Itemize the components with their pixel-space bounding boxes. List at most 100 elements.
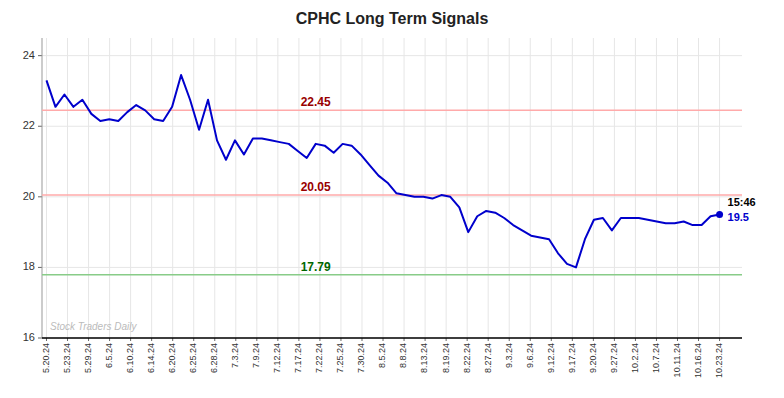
end-point [716, 211, 723, 218]
x-tick-label: 9.20.24 [588, 343, 598, 373]
y-tick [38, 55, 42, 56]
reference-label: 17.79 [301, 260, 331, 274]
x-grid-line [551, 38, 552, 338]
y-tick-label: 18 [23, 260, 35, 272]
value-labels: 19.5 [728, 211, 749, 223]
x-grid-line [404, 38, 405, 338]
y-axis-line [42, 38, 43, 338]
x-grid-line [677, 38, 678, 338]
x-tick-label: 7.30.24 [356, 343, 366, 373]
x-tick-label: 7.3.24 [230, 343, 240, 368]
value-label: 19.5 [728, 211, 749, 223]
x-grid-line [446, 38, 447, 338]
y-tick [38, 267, 42, 268]
x-tick-label: 7.17.24 [293, 343, 303, 373]
x-tick-label: 8.19.24 [441, 343, 451, 373]
x-tick-label: 10.23.24 [714, 343, 724, 378]
x-tick-label: 10.16.24 [693, 343, 703, 378]
y-grid-line [42, 338, 742, 339]
y-tick [38, 196, 42, 197]
y-tick-label: 22 [23, 119, 35, 131]
x-tick-label: 9.6.24 [525, 343, 535, 368]
grid [42, 38, 742, 338]
x-tick-label: 9.12.24 [546, 343, 556, 373]
x-tick-label: 7.9.24 [251, 343, 261, 368]
x-grid-line [67, 38, 68, 338]
x-axis-line [42, 337, 742, 339]
x-tick-label: 7.25.24 [335, 343, 345, 373]
x-grid-line [509, 38, 510, 338]
x-tick-label: 9.27.24 [609, 343, 619, 373]
x-grid-line [530, 38, 531, 338]
x-grid-line [277, 38, 278, 338]
y-grid-line [42, 196, 742, 197]
x-grid-line [235, 38, 236, 338]
chart: CPHC Long Term Signals16182022245.20.245… [0, 0, 784, 398]
x-grid-line [109, 38, 110, 338]
x-grid-line [383, 38, 384, 338]
x-grid-line [361, 38, 362, 338]
x-grid-line [614, 38, 615, 338]
x-tick-label: 9.3.24 [504, 343, 514, 368]
x-tick-label: 8.5.24 [377, 343, 387, 368]
x-grid-line [256, 38, 257, 338]
series [46, 75, 723, 267]
x-tick-label: 7.22.24 [314, 343, 324, 373]
x-tick-label: 5.29.24 [83, 343, 93, 373]
x-tick-label: 9.17.24 [567, 343, 577, 373]
x-grid-line [656, 38, 657, 338]
x-grid-line [172, 38, 173, 338]
x-tick-label: 8.22.24 [462, 343, 472, 373]
x-tick-label: 6.28.24 [209, 343, 219, 373]
x-grid-line [340, 38, 341, 338]
x-grid-line [593, 38, 594, 338]
time-annotation: 15:46 [728, 196, 756, 208]
x-tick-label: 10.2.24 [630, 343, 640, 373]
reference-labels: 22.45 20.05 17.79 [301, 95, 331, 273]
y-tick [38, 126, 42, 127]
watermark: Stock Traders Daily [50, 321, 138, 332]
x-tick-label: 6.20.24 [167, 343, 177, 373]
x-grid-line [298, 38, 299, 338]
title: CPHC Long Term Signals [296, 10, 489, 27]
price-line [46, 75, 719, 267]
x-grid-line [488, 38, 489, 338]
x-axis: 5.20.24 5.23.24 5.29.24 6.5.24 6.10.24 6.14.2… [41, 338, 724, 378]
reference-lines [42, 110, 742, 274]
x-tick-label: 8.13.24 [419, 343, 429, 373]
annotations: 15:46 Stock Traders Daily [50, 196, 756, 332]
y-tick-label: 20 [23, 190, 35, 202]
x-tick-label: 8.27.24 [483, 343, 493, 373]
x-tick-label: 7.12.24 [272, 343, 282, 373]
reference-label: 22.45 [301, 95, 331, 109]
x-tick-label: 6.25.24 [188, 343, 198, 373]
y-grid-line [42, 267, 742, 268]
y-tick-label: 16 [23, 331, 35, 343]
reference-label: 20.05 [301, 180, 331, 194]
x-grid-line [130, 38, 131, 338]
y-grid-line [42, 55, 742, 56]
x-tick-label: 5.23.24 [62, 343, 72, 373]
x-grid-line [635, 38, 636, 338]
x-grid-line [467, 38, 468, 338]
x-grid-line [193, 38, 194, 338]
x-tick-label: 5.20.24 [41, 343, 51, 373]
x-tick-label: 8.8.24 [398, 343, 408, 368]
x-tick-label: 10.7.24 [651, 343, 661, 373]
y-grid-line [42, 126, 742, 127]
x-grid-line [698, 38, 699, 338]
x-tick-label: 10.11.24 [672, 343, 682, 377]
x-tick-label: 6.10.24 [125, 343, 135, 373]
x-grid-line [719, 38, 720, 338]
reference-line [42, 274, 742, 276]
x-grid-line [425, 38, 426, 338]
y-tick-label: 24 [23, 49, 35, 61]
y-axis: 16 18 20 22 24 [23, 38, 42, 343]
x-tick-label: 6.14.24 [146, 343, 156, 373]
y-tick [38, 338, 42, 339]
x-tick-label: 6.5.24 [104, 343, 114, 368]
x-grid-line [572, 38, 573, 338]
x-grid-line [151, 38, 152, 338]
x-grid-line [88, 38, 89, 338]
reference-line [42, 194, 742, 196]
